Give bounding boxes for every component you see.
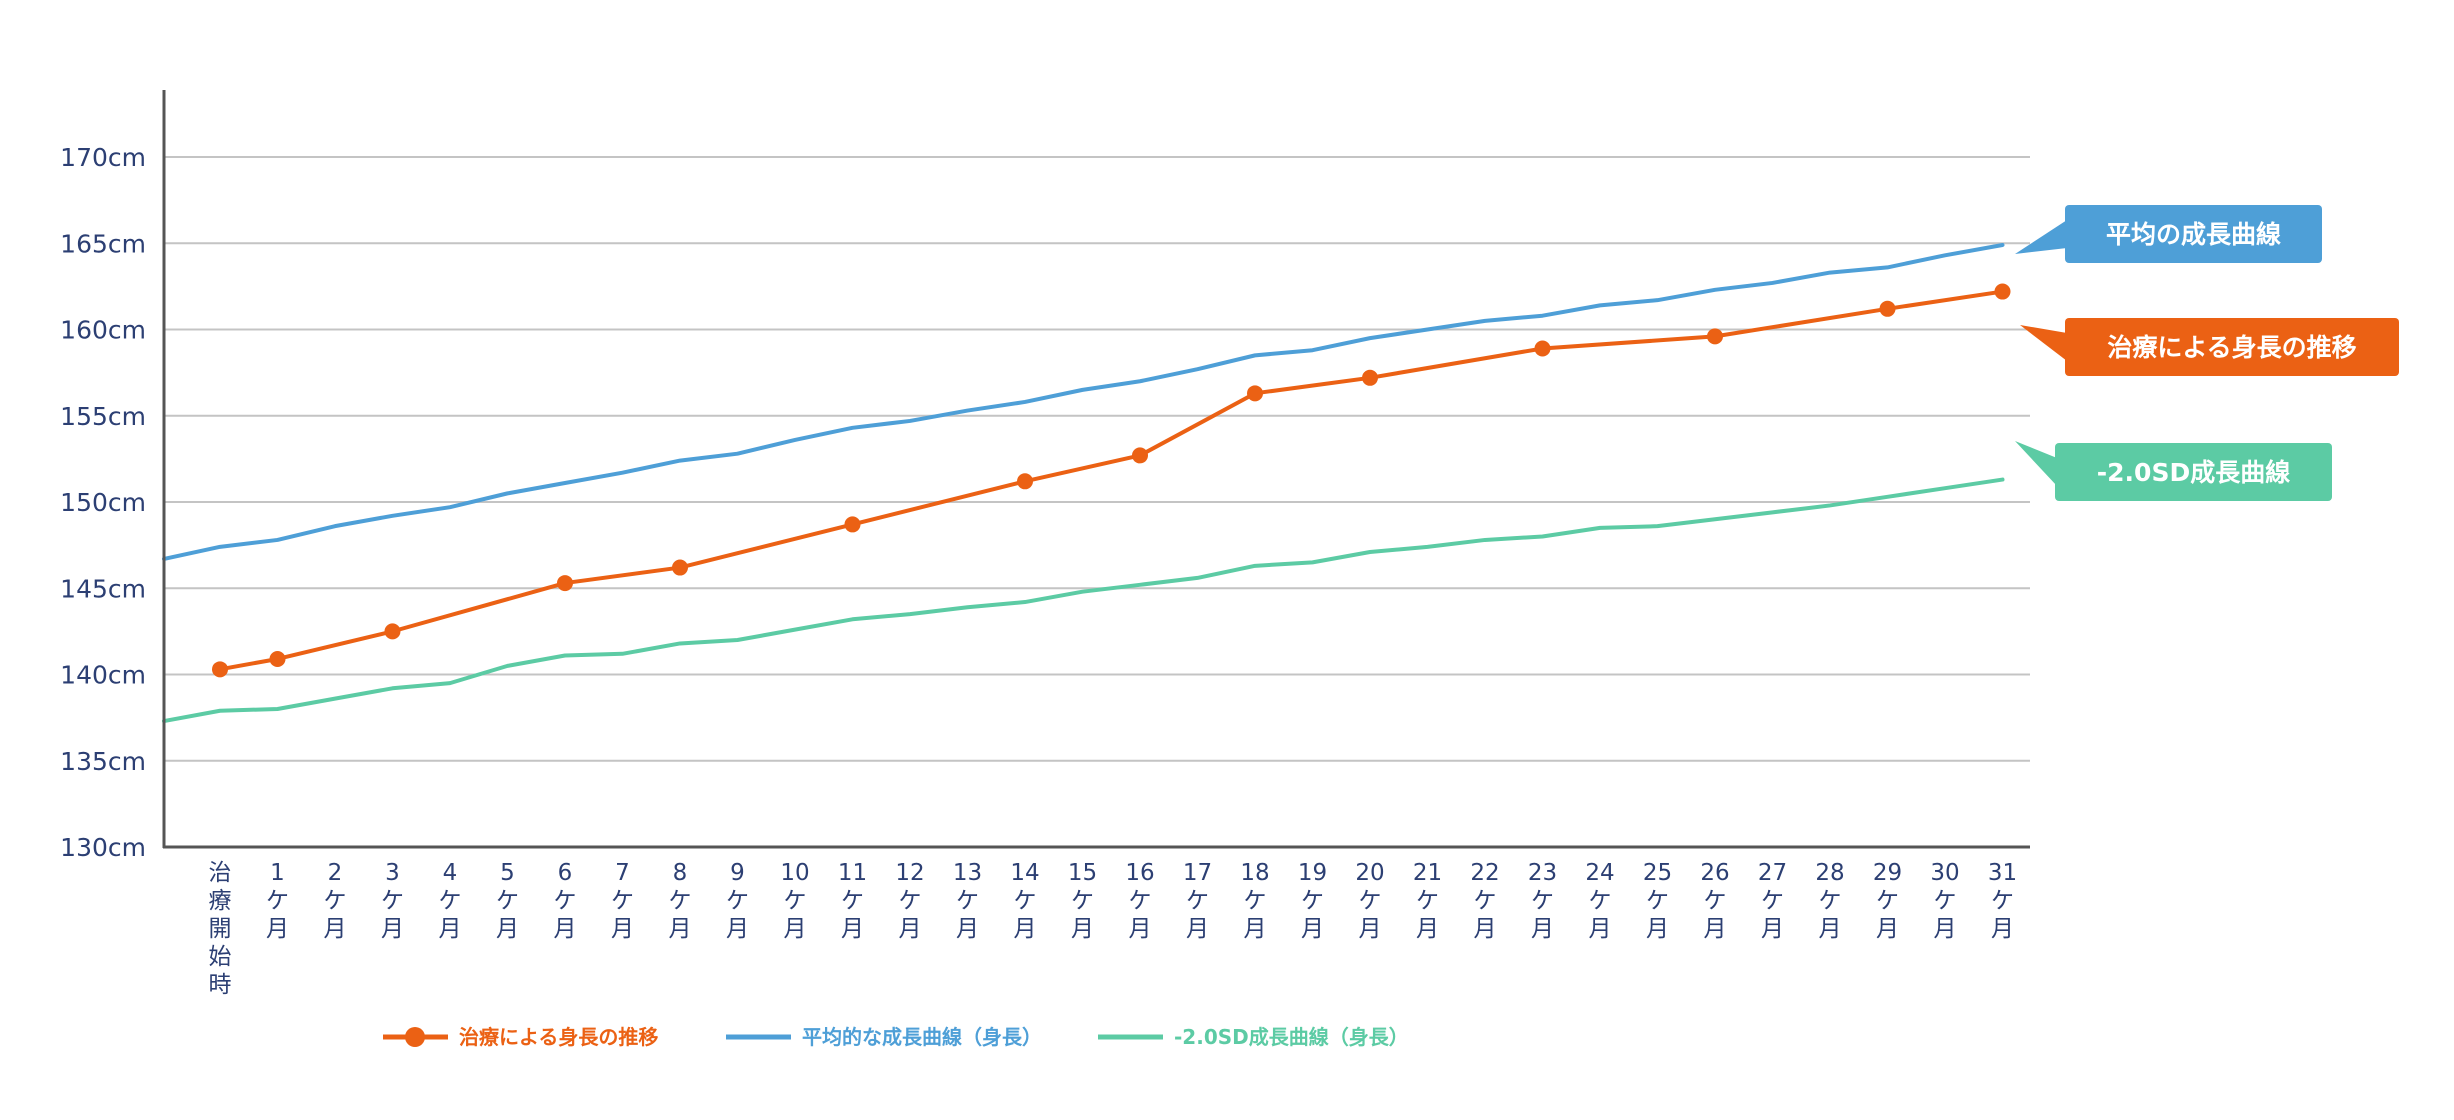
legend-item: 平均的な成長曲線（身長） [726,1025,1042,1049]
y-tick-label: 165cm [60,229,146,258]
x-tick-label: 28 ケ月 [1815,860,1844,942]
x-tick-label: 27 ケ月 [1758,860,1787,942]
x-tick-label: 8 ケ月 [669,860,692,942]
y-tick-label: 155cm [60,402,146,431]
x-tick-label: 30 ケ月 [1930,860,1959,942]
series-callout: 平均の成長曲線 [2015,205,2322,263]
x-tick-label: 19 ケ月 [1298,860,1327,942]
legend-item: 治療による身長の推移 [383,1025,658,1049]
data-point [1132,447,1148,464]
series-callout: -2.0SD成長曲線 [2015,441,2332,501]
y-tick-label: 160cm [60,316,146,345]
x-tick-label: 10 ケ月 [780,860,809,942]
data-point [844,516,861,533]
series-line [162,242,2005,561]
series-line [162,477,2005,724]
callout-box [2055,443,2332,501]
x-tick-label: 4 ケ月 [439,860,462,942]
x-tick-label: 11 ケ月 [838,860,867,942]
callout-pointer [2020,325,2067,361]
callout-label: 治療による身長の推移 [2107,333,2356,362]
y-tick-label: 130cm [60,833,146,862]
data-point [557,575,573,592]
series-line [218,289,2005,672]
x-tick-label: 2 ケ月 [324,860,347,942]
data-point [1534,340,1551,357]
x-tick-label: 29 ケ月 [1873,860,1902,942]
x-tick-label: 14 ケ月 [1010,860,1039,942]
data-point [212,661,228,678]
y-tick-label: 140cm [60,661,146,690]
series-callout: 治療による身長の推移 [2020,318,2399,376]
callout-box [2065,318,2399,376]
y-tick-label: 145cm [60,574,146,603]
legend-label: 治療による身長の推移 [459,1025,658,1049]
x-tick-label: 17 ケ月 [1183,860,1212,942]
x-tick-label: 20 ケ月 [1355,860,1384,942]
data-point [1707,328,1723,345]
x-tick-label: 7 ケ月 [611,860,634,942]
callout-label: -2.0SD成長曲線 [2097,458,2290,487]
legend-label: -2.0SD成長曲線（身長） [1174,1025,1409,1049]
callout-pointer [2015,220,2067,254]
x-tick-label: 3 ケ月 [381,860,404,942]
callout-pointer [2015,441,2057,486]
x-tick-label: 23 ケ月 [1528,860,1557,942]
data-point [1879,300,1896,317]
callout-label: 平均の成長曲線 [2106,220,2281,249]
x-tick-label: 5 ケ月 [496,860,519,942]
x-tick-label: 25 ケ月 [1643,860,1672,942]
x-tick-label: 治療開始時 [209,860,232,998]
data-point [1017,473,1033,490]
x-tick-label: 13 ケ月 [953,860,982,942]
x-tick-label: 9 ケ月 [726,860,749,942]
y-tick-label: 170cm [60,143,146,172]
x-tick-label: 12 ケ月 [895,860,924,942]
legend-marker [405,1027,425,1047]
x-tick-label: 15 ケ月 [1068,860,1097,942]
data-point [672,559,688,576]
x-tick-label: 16 ケ月 [1125,860,1154,942]
data-point [269,650,286,667]
legend-item: -2.0SD成長曲線（身長） [1098,1025,1409,1049]
data-point [1362,369,1378,386]
x-tick-label: 18 ケ月 [1240,860,1269,942]
x-tick-label: 6 ケ月 [554,860,577,942]
legend-label: 平均的な成長曲線（身長） [802,1025,1042,1049]
y-tick-label: 135cm [60,747,146,776]
callout-box [2065,205,2322,263]
data-point [384,623,401,640]
x-tick-label: 31 ケ月 [1988,860,2017,942]
x-tick-label: 22 ケ月 [1470,860,1499,942]
x-tick-label: 26 ケ月 [1700,860,1729,942]
data-point [1247,385,1263,402]
x-tick-label: 1 ケ月 [266,860,289,942]
y-tick-label: 150cm [60,488,146,517]
x-tick-label: 21 ケ月 [1413,860,1442,942]
x-tick-label: 24 ケ月 [1585,860,1614,942]
data-point [1994,283,2011,300]
